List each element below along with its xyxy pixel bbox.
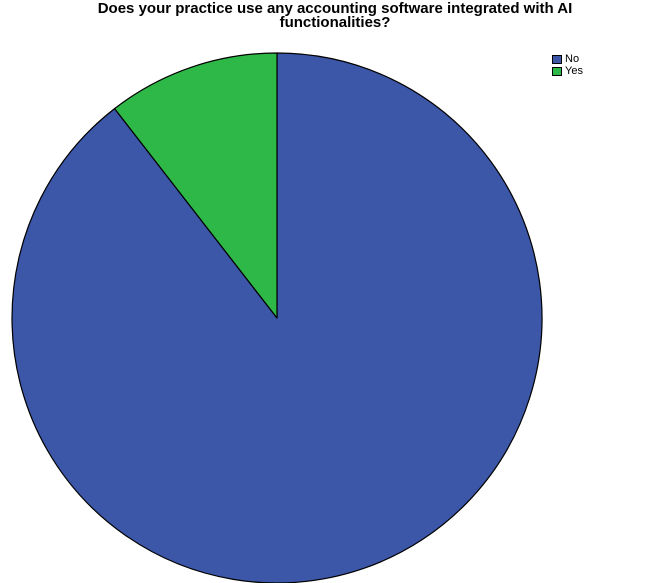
chart-title: Does your practice use any accounting so…: [0, 0, 670, 31]
legend-label-yes: Yes: [565, 65, 583, 77]
legend-item-yes: Yes: [552, 65, 583, 77]
pie-slice-yes: [113, 52, 278, 319]
pie-slice-no: [11, 52, 543, 583]
legend-label-no: No: [565, 53, 580, 65]
chart-title-line-1: Does your practice use any accounting so…: [97, 0, 573, 17]
legend-swatch-no: [552, 54, 562, 64]
chart-legend: No Yes: [552, 53, 583, 77]
chart-title-line-2: functionalities?: [279, 14, 391, 31]
legend-item-no: No: [552, 53, 583, 65]
legend-swatch-yes: [552, 66, 562, 76]
